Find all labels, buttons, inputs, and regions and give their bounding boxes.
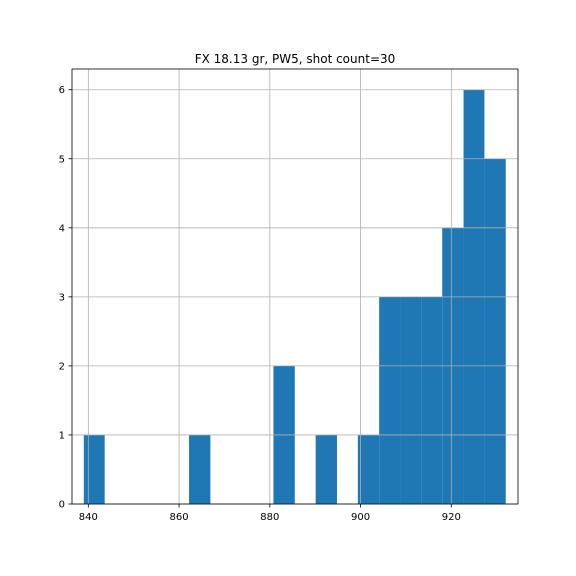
- histogram-bar: [189, 434, 211, 504]
- histogram-bar: [315, 434, 337, 504]
- grid-lines: [72, 69, 518, 505]
- x-tick-label: 920: [442, 512, 461, 523]
- histogram-bar: [484, 158, 506, 504]
- histogram-bar: [421, 296, 443, 504]
- y-tick-label: 1: [59, 430, 65, 441]
- y-tick-label: 0: [59, 500, 65, 511]
- x-axis-ticks: 840 860 880 900 920: [79, 504, 461, 523]
- x-tick-label: 880: [260, 512, 279, 523]
- chart-title: FX 18.13 gr, PW5, shot count=30: [195, 52, 396, 66]
- y-tick-label: 2: [59, 361, 65, 372]
- histogram-bar: [400, 296, 422, 504]
- y-axis-ticks: 0 1 2 3 4 5 6: [59, 85, 72, 511]
- histogram-bar: [357, 434, 380, 504]
- axes-frame: [71, 68, 519, 505]
- x-tick-label: 840: [79, 512, 98, 523]
- x-tick-label: 900: [351, 512, 370, 523]
- x-tick-label: 860: [170, 512, 189, 523]
- y-tick-label: 5: [59, 154, 65, 165]
- y-tick-label: 6: [59, 85, 65, 96]
- y-tick-label: 4: [59, 223, 65, 234]
- y-tick-label: 3: [59, 292, 65, 303]
- histogram-bar: [379, 296, 401, 504]
- histogram-bar: [83, 434, 105, 504]
